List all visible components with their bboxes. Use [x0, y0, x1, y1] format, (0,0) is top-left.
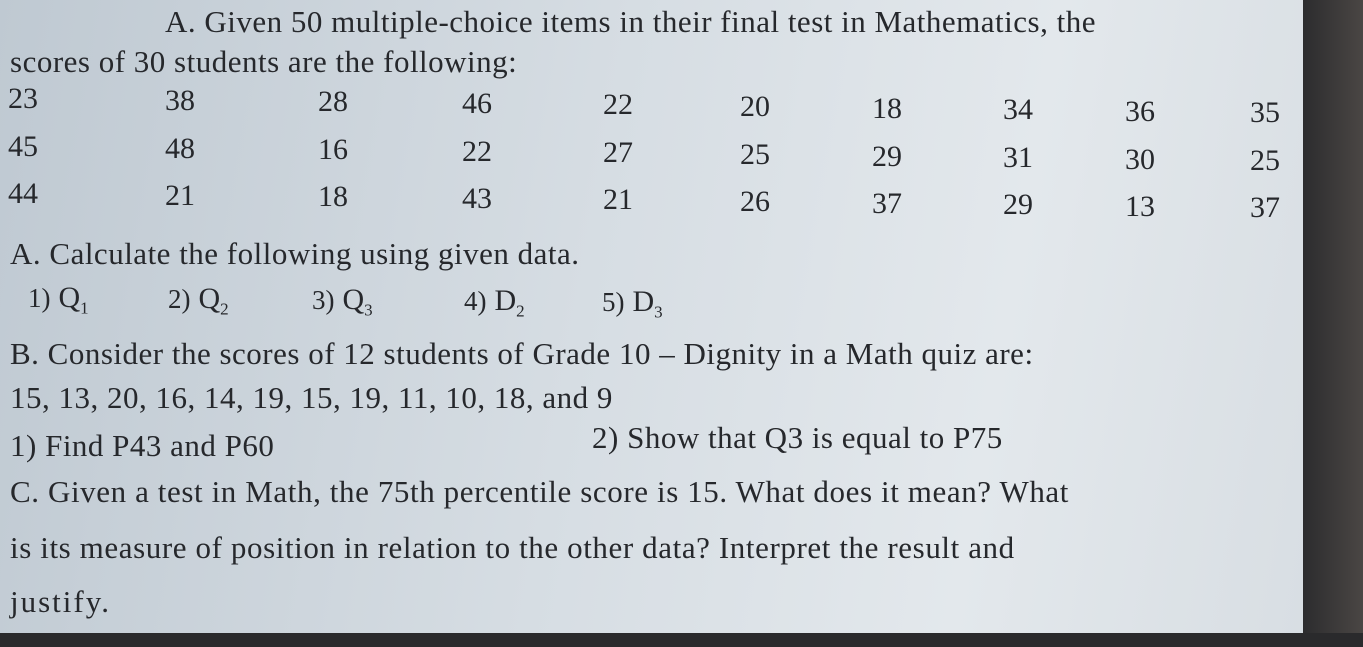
quiz-data: 15, 13, 20, 16, 14, 19, 15, 19, 11, 10, … — [10, 380, 613, 415]
item: 4) D2 — [464, 284, 525, 328]
score-cell: 37 — [1250, 191, 1280, 225]
item-symbol: D — [632, 285, 655, 318]
question-line: is its measure of position in relation t… — [10, 530, 1015, 565]
item-number: 1) — [28, 283, 51, 313]
monitor-edge — [0, 633, 1363, 647]
score-cell: 27 — [603, 136, 633, 170]
score-cell: 22 — [462, 134, 492, 168]
score-cell: 23 — [8, 82, 38, 115]
item-symbol: D — [494, 284, 517, 317]
item-subscript: 2 — [516, 301, 525, 321]
section-title: B. Consider the scores of 12 students of… — [10, 336, 1034, 371]
score-cell: 20 — [740, 90, 770, 123]
task: 1) Find P43 and P60 — [10, 428, 275, 463]
item-number: 5) — [602, 287, 625, 317]
score-cell: 43 — [462, 181, 492, 215]
item: 2) Q2 — [168, 282, 229, 326]
score-cell: 21 — [165, 178, 195, 212]
item: 3) Q3 — [312, 283, 373, 327]
score-cell: 44 — [8, 177, 38, 210]
item-symbol: Q — [342, 283, 365, 316]
item-symbol: Q — [198, 282, 221, 315]
score-cell: 46 — [462, 86, 492, 120]
score-cell: 31 — [1003, 141, 1033, 175]
score-cell: 30 — [1125, 142, 1155, 176]
item: 5) D3 — [602, 285, 663, 329]
question-line: justify. — [10, 584, 111, 619]
score-cell: 36 — [1125, 94, 1155, 128]
score-cell: 22 — [603, 88, 633, 122]
score-cell: 18 — [318, 180, 348, 214]
score-cell: 35 — [1250, 96, 1280, 130]
item: 1) Q1 — [28, 281, 89, 325]
score-cell: 29 — [1003, 188, 1033, 222]
task: 2) Show that Q3 is equal to P75 — [592, 420, 1003, 455]
score-cell: 21 — [603, 183, 633, 217]
screen — [0, 0, 1305, 635]
score-cell: 25 — [1250, 144, 1280, 178]
item-symbol: Q — [58, 281, 81, 314]
score-cell: 38 — [165, 83, 195, 117]
score-cell: 26 — [740, 185, 770, 218]
score-cell: 45 — [8, 130, 38, 163]
item-number: 2) — [168, 284, 191, 314]
item-subscript: 3 — [654, 302, 663, 322]
score-cell: 18 — [872, 91, 902, 125]
monitor-edge — [1303, 0, 1363, 647]
item-subscript: 2 — [220, 299, 229, 319]
section-title: A. Calculate the following using given d… — [10, 236, 580, 271]
score-cell: 28 — [318, 85, 348, 119]
item-subscript: 3 — [364, 300, 373, 320]
intro-line: A. Given 50 multiple-choice items in the… — [165, 4, 1096, 39]
item-subscript: 1 — [80, 298, 89, 318]
score-cell: 16 — [318, 133, 348, 167]
item-number: 3) — [312, 285, 335, 315]
score-cell: 48 — [165, 131, 195, 165]
intro-line: scores of 30 students are the following: — [10, 44, 518, 79]
question-line: C. Given a test in Math, the 75th percen… — [10, 474, 1069, 509]
score-cell: 34 — [1003, 93, 1033, 127]
score-cell: 29 — [872, 139, 902, 173]
score-cell: 25 — [740, 138, 770, 171]
item-number: 4) — [464, 286, 487, 316]
score-cell: 37 — [872, 186, 902, 220]
score-cell: 13 — [1125, 189, 1155, 223]
